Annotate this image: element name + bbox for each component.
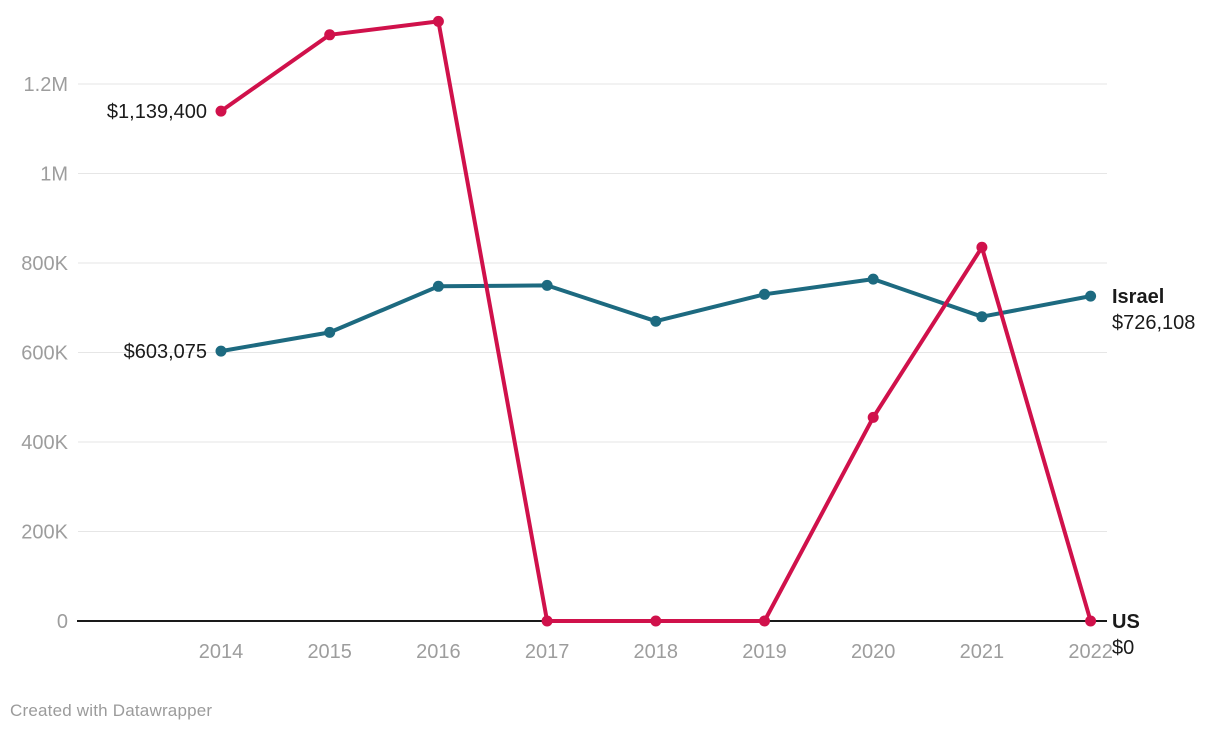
line-chart: 0 200K 400K 600K 800K 1M 1.2M 2014 2015 2016 2017 2… xyxy=(21,15,1195,663)
series-line-israel xyxy=(219,277,1093,354)
x-tick-label: 2018 xyxy=(634,641,679,663)
y-tick-label: 400K xyxy=(21,432,68,454)
data-point-us-2021[interactable] xyxy=(976,241,988,253)
data-point-israel-2019[interactable] xyxy=(759,288,770,300)
data-point-israel-2016[interactable] xyxy=(432,280,444,292)
data-point-us-2014[interactable] xyxy=(215,105,227,117)
data-point-israel-2014[interactable] xyxy=(215,345,227,357)
y-tick-label: 800K xyxy=(21,253,68,275)
data-point-israel-2015[interactable] xyxy=(324,326,336,338)
x-tick-label: 2019 xyxy=(742,641,787,663)
data-point-us-2020[interactable] xyxy=(867,411,879,423)
start-value-label-us: $1,139,400 xyxy=(107,101,207,123)
end-label-value-us: $0 xyxy=(1112,637,1134,659)
y-tick-label: 200K xyxy=(21,522,68,544)
x-tick-label: 2017 xyxy=(525,641,570,663)
end-label-value-israel: $726,108 xyxy=(1112,312,1195,334)
data-point-israel-2018[interactable] xyxy=(650,315,662,327)
y-tick-label: 1M xyxy=(40,164,68,186)
x-tick-label: 2014 xyxy=(199,641,244,663)
x-tick-label: 2016 xyxy=(416,641,461,663)
data-point-israel-2020[interactable] xyxy=(867,273,879,285)
x-tick-label: 2022 xyxy=(1068,641,1113,663)
data-point-us-2018[interactable] xyxy=(650,615,662,627)
data-point-us-2019[interactable] xyxy=(759,615,770,627)
data-point-us-2016[interactable] xyxy=(432,15,444,27)
data-point-us-2022[interactable] xyxy=(1085,615,1097,627)
data-point-israel-2017[interactable] xyxy=(541,279,553,291)
line-chart-canvas: 0 200K 400K 600K 800K 1M 1.2M 2014 2015 2016 2017 2… xyxy=(21,15,1195,663)
x-tick-label: 2015 xyxy=(307,641,352,663)
y-tick-label: 0 xyxy=(57,611,68,633)
start-value-label-israel: $603,075 xyxy=(124,341,207,363)
data-point-us-2015[interactable] xyxy=(324,29,336,41)
data-point-us-2017[interactable] xyxy=(541,615,553,627)
y-tick-label: 600K xyxy=(21,343,68,365)
y-tick-label: 1.2M xyxy=(24,74,68,96)
x-tick-label: 2021 xyxy=(960,641,1005,663)
end-label-name-israel: Israel xyxy=(1112,286,1164,308)
end-label-name-us: US xyxy=(1112,611,1140,633)
data-point-israel-2022[interactable] xyxy=(1085,290,1097,302)
datawrapper-credit: Created with Datawrapper xyxy=(10,701,213,720)
data-point-israel-2021[interactable] xyxy=(976,311,988,323)
x-tick-label: 2020 xyxy=(851,641,896,663)
